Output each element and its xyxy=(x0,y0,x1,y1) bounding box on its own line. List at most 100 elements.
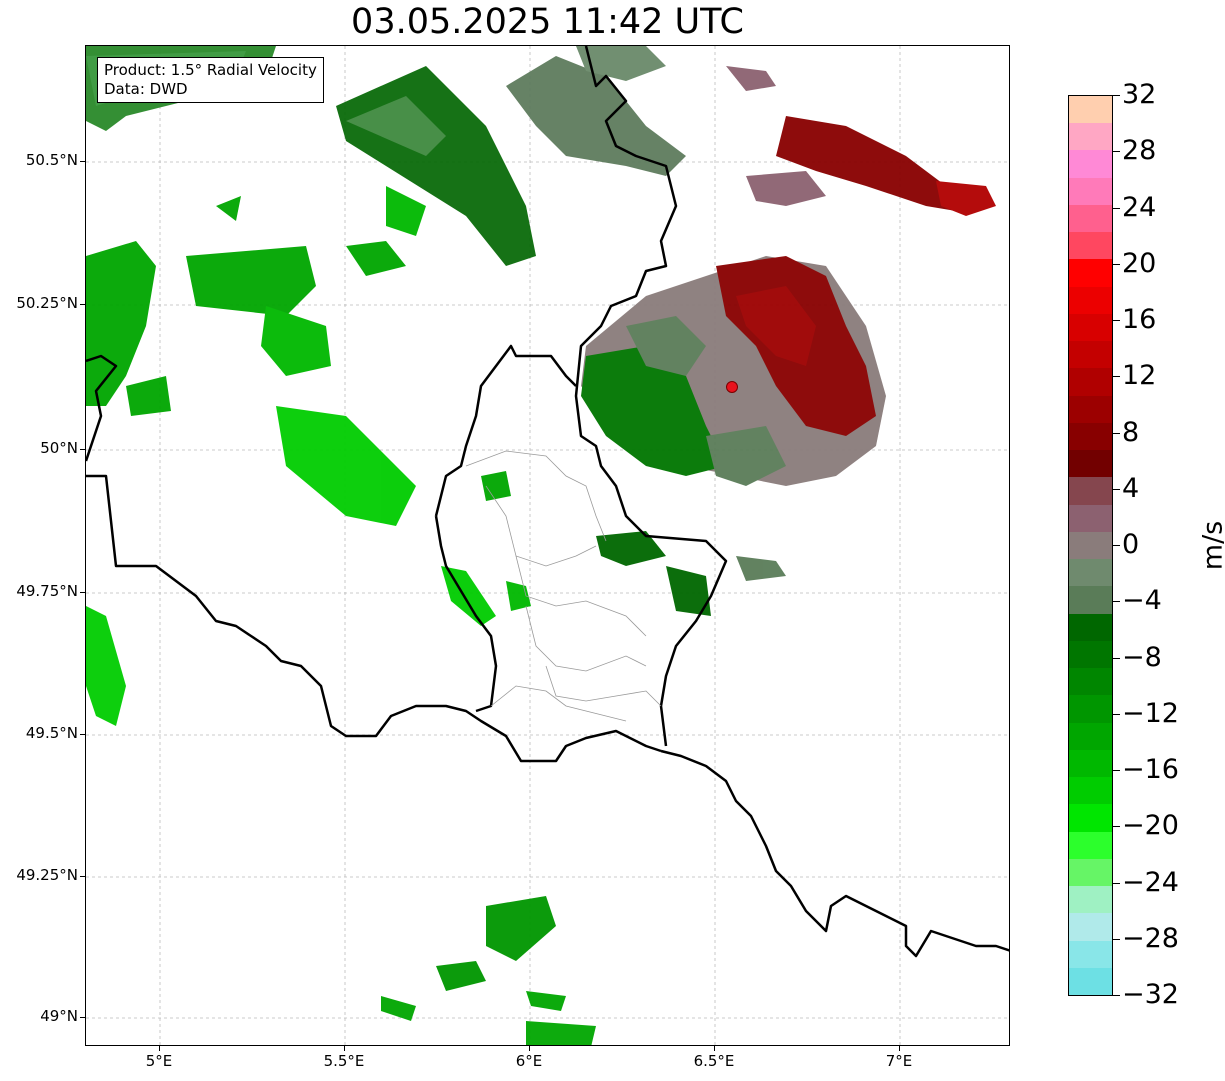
ytick-label: 49.5°N xyxy=(25,724,78,742)
colorbar-tick-label: −4 xyxy=(1122,585,1162,617)
colorbar-tick-label: 0 xyxy=(1122,529,1140,560)
colorbar-tick xyxy=(1113,263,1120,265)
colorbar-segment xyxy=(1069,313,1112,342)
colorbar-tick xyxy=(1113,488,1120,490)
colorbar-tick xyxy=(1113,320,1120,321)
colorbar-segment xyxy=(1069,531,1112,560)
xtick-label: 6°E xyxy=(515,1052,543,1070)
xtick-mark xyxy=(159,1046,160,1051)
colorbar-tick xyxy=(1113,376,1120,378)
product-label: Product: 1.5° Radial Velocity xyxy=(104,61,317,79)
colorbar-segment xyxy=(1069,368,1112,397)
colorbar-tick xyxy=(1113,938,1120,940)
colorbar-segment xyxy=(1069,967,1112,995)
colorbar-tick-label: 32 xyxy=(1122,79,1157,110)
colorbar-tick-label: 16 xyxy=(1122,304,1157,335)
ytick-mark xyxy=(80,876,85,877)
colorbar-unit-label: m/s xyxy=(1197,520,1225,571)
colorbar-segment xyxy=(1069,695,1112,724)
colorbar-segment xyxy=(1069,749,1112,778)
colorbar-tick-label: 28 xyxy=(1122,135,1157,167)
colorbar-tick xyxy=(1113,601,1120,603)
colorbar-tick xyxy=(1113,770,1120,771)
colorbar-tick-label: −24 xyxy=(1122,866,1179,898)
radar-site-marker xyxy=(726,381,738,393)
product-info-box: Product: 1.5° Radial Velocity Data: DWD xyxy=(97,57,324,103)
page-title: 03.05.2025 11:42 UTC xyxy=(351,2,744,42)
colorbar-segment xyxy=(1069,286,1112,315)
colorbar-tick-label: 24 xyxy=(1122,191,1157,223)
colorbar-segment xyxy=(1069,886,1112,914)
colorbar-tick xyxy=(1113,207,1120,209)
xtick-mark xyxy=(714,1046,715,1051)
colorbar-segment xyxy=(1069,204,1112,233)
colorbar-segment xyxy=(1069,668,1112,696)
data-source-label: Data: DWD xyxy=(104,80,188,98)
colorbar-segment xyxy=(1069,722,1112,751)
ytick-label: 49.25°N xyxy=(16,866,78,884)
xtick-label: 5°E xyxy=(145,1052,173,1070)
colorbar-segment xyxy=(1069,450,1112,478)
colorbar-tick-label: 8 xyxy=(1122,416,1140,448)
radar-map-canvas xyxy=(86,46,1009,1045)
gridlines xyxy=(86,46,1009,1045)
colorbar-segment xyxy=(1069,341,1112,369)
colorbar-tick-label: −12 xyxy=(1122,697,1179,729)
colorbar-segment xyxy=(1069,422,1112,451)
colorbar-tick xyxy=(1113,657,1120,659)
ytick-label: 49°N xyxy=(40,1007,78,1025)
colorbar-segment xyxy=(1069,504,1112,533)
colorbar-tick xyxy=(1113,995,1120,996)
colorbar-tick xyxy=(1113,713,1120,715)
ytick-mark xyxy=(80,161,85,162)
radar-echoes xyxy=(86,46,996,1045)
colorbar-segment xyxy=(1069,177,1112,206)
colorbar-tick xyxy=(1113,826,1120,828)
colorbar-tick-label: −28 xyxy=(1122,922,1179,954)
colorbar-tick-label: −16 xyxy=(1122,754,1179,785)
colorbar-segment xyxy=(1069,640,1112,669)
colorbar-segment xyxy=(1069,804,1112,833)
xtick-mark xyxy=(344,1046,345,1051)
ytick-label: 49.75°N xyxy=(16,582,78,600)
ytick-mark xyxy=(80,592,85,593)
colorbar-segment xyxy=(1069,259,1112,288)
colorbar-segment xyxy=(1069,232,1112,261)
country-borders xyxy=(86,46,1009,958)
xtick-label: 6.5°E xyxy=(693,1052,735,1070)
ytick-label: 50.25°N xyxy=(16,294,78,312)
colorbar-segment xyxy=(1069,123,1112,152)
radar-map[interactable] xyxy=(85,45,1010,1046)
ytick-label: 50.5°N xyxy=(25,151,78,169)
colorbar-segment xyxy=(1069,913,1112,942)
velocity-colorbar xyxy=(1068,95,1113,996)
colorbar-tick-label: −32 xyxy=(1122,979,1179,1010)
ytick-mark xyxy=(80,304,85,305)
xtick-label: 7°E xyxy=(885,1052,913,1070)
admin-boundaries xyxy=(465,450,662,722)
colorbar-tick xyxy=(1113,432,1120,434)
ytick-mark xyxy=(80,734,85,735)
colorbar-tick xyxy=(1113,882,1120,884)
colorbar-segment xyxy=(1069,96,1112,124)
colorbar-tick xyxy=(1113,545,1120,546)
colorbar-tick xyxy=(1113,151,1120,153)
colorbar-tick-label: 20 xyxy=(1122,247,1157,279)
colorbar-tick-label: 4 xyxy=(1122,472,1140,504)
colorbar-segment xyxy=(1069,831,1112,860)
ytick-mark xyxy=(80,449,85,450)
colorbar-segment xyxy=(1069,858,1112,887)
ytick-label: 50°N xyxy=(40,439,78,457)
colorbar-segment xyxy=(1069,150,1112,179)
xtick-label: 5.5°E xyxy=(323,1052,365,1070)
colorbar-tick-label: −8 xyxy=(1122,641,1162,673)
colorbar-segment xyxy=(1069,940,1112,969)
xtick-mark xyxy=(529,1046,530,1051)
colorbar-tick-label: −20 xyxy=(1122,810,1179,842)
colorbar-segment xyxy=(1069,477,1112,506)
colorbar-segment xyxy=(1069,395,1112,424)
colorbar-segment xyxy=(1069,613,1112,642)
colorbar-segment xyxy=(1069,586,1112,615)
ytick-mark xyxy=(80,1017,85,1018)
colorbar-tick-label: 12 xyxy=(1122,360,1157,392)
